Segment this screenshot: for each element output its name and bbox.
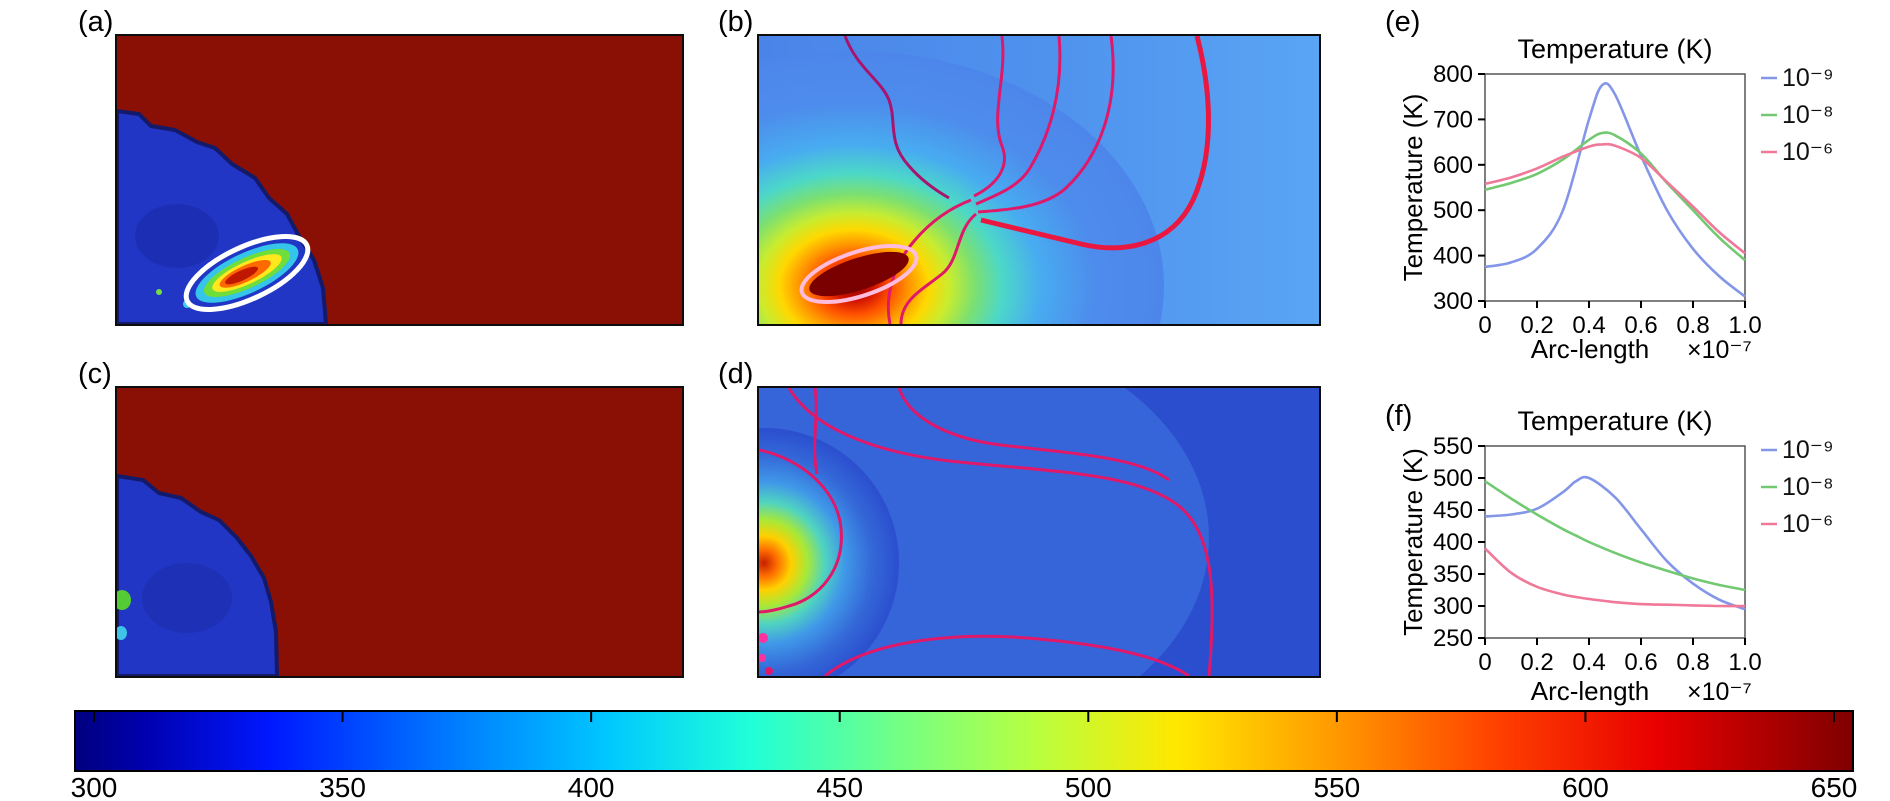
x-tick-label: 0.8 xyxy=(1676,312,1709,339)
hot-spot-core xyxy=(809,251,909,297)
legend-entry-label: 10⁻⁸ xyxy=(1782,473,1834,501)
hot-spot-core xyxy=(225,266,259,285)
colorbar-tick-label: 650 xyxy=(1810,772,1858,801)
series-line xyxy=(1484,480,1746,592)
x-tick-label: 0.8 xyxy=(1676,649,1709,676)
panel-f-chart: 0 0.2 0.4 0.6 0.8 1.0250300350400450500550Tem… xyxy=(1400,408,1834,706)
x-tick-label: 0.4 xyxy=(1572,312,1605,339)
chart-title: Temperature (K) xyxy=(1517,408,1712,436)
series-line xyxy=(1484,131,1746,262)
y-tick-label: 500 xyxy=(1433,465,1473,492)
colorbar-tick-label: 400 xyxy=(567,772,615,801)
colorbar-bar xyxy=(74,710,1854,772)
x-tick-label: 1.0 xyxy=(1728,649,1761,676)
y-tick-label: 300 xyxy=(1433,288,1473,315)
series-line xyxy=(1484,547,1746,608)
colorbar-tick-label: 300 xyxy=(70,772,118,801)
x-axis-label: Arc-length xyxy=(1531,334,1650,364)
panel-f-label: (f) xyxy=(1385,400,1413,432)
hot-region xyxy=(759,51,1164,324)
x-tick-label: 0.2 xyxy=(1520,312,1553,339)
legend-entry-label: 10⁻⁶ xyxy=(1782,510,1833,538)
hot-spot-contour xyxy=(799,244,919,304)
panel-b-heatmap xyxy=(757,34,1321,326)
y-tick-label: 400 xyxy=(1433,529,1473,556)
y-tick-label: 800 xyxy=(1433,61,1473,88)
colorbar-labels: 300 350 400 450 500 550 600 650 xyxy=(70,772,1858,801)
legend-entry-label: 10⁻⁹ xyxy=(1782,436,1834,464)
panel-e-label: (e) xyxy=(1385,6,1421,38)
panel-c-label: (c) xyxy=(78,358,112,390)
series-line xyxy=(1484,142,1746,255)
x-tick-label: 0 xyxy=(1478,312,1491,339)
panel-d-heatmap xyxy=(757,386,1321,678)
panel-c-heatmap xyxy=(115,386,684,678)
x-tick-label: 0.2 xyxy=(1520,649,1553,676)
panel-b-label: (b) xyxy=(718,6,754,38)
colorbar-gradient xyxy=(74,710,1854,772)
y-axis-label: Temperature (K) xyxy=(1400,448,1428,636)
y-tick-label: 700 xyxy=(1433,106,1473,133)
legend-entry-label: 10⁻⁶ xyxy=(1782,138,1833,166)
panel-a-label: (a) xyxy=(78,6,114,38)
y-tick-label: 550 xyxy=(1433,433,1473,460)
y-tick-label: 450 xyxy=(1433,497,1473,524)
x-tick-label: 0.6 xyxy=(1624,649,1657,676)
colorbar-tick-label: 500 xyxy=(1064,772,1112,801)
hot-spot-contour xyxy=(183,233,311,313)
warm-spot xyxy=(117,590,131,610)
y-tick-label: 300 xyxy=(1433,593,1473,620)
panel-e-chart: 0 0.2 0.4 0.6 0.8 1.0300400500600700800Temper… xyxy=(1400,34,1834,364)
x-scale-note: ×10⁻⁷ xyxy=(1687,336,1752,364)
colorbar-tick-label: 550 xyxy=(1313,772,1361,801)
series-line xyxy=(1484,81,1746,298)
isoline-contours xyxy=(843,36,1211,324)
hot-spot xyxy=(183,233,311,313)
isoline-contours xyxy=(759,388,1214,676)
panel-a-heatmap xyxy=(115,34,684,326)
x-axis-label: Arc-length xyxy=(1531,676,1650,706)
x-scale-note: ×10⁻⁷ xyxy=(1687,678,1752,706)
x-tick-label: 0 xyxy=(1478,649,1491,676)
y-tick-label: 350 xyxy=(1433,561,1473,588)
colorbar-tick-label: 450 xyxy=(816,772,864,801)
colorbar xyxy=(74,710,1854,777)
legend-entry-label: 10⁻⁹ xyxy=(1782,64,1834,92)
panel-d-label: (d) xyxy=(718,358,754,390)
colorbar-tick-label: 350 xyxy=(319,772,366,801)
x-tick-label: 0.6 xyxy=(1624,312,1657,339)
colorbar-tick-label: 600 xyxy=(1562,772,1609,801)
hot-region xyxy=(759,428,899,676)
y-tick-label: 600 xyxy=(1433,152,1473,179)
legend-entry-label: 10⁻⁸ xyxy=(1782,101,1834,129)
plot-frame xyxy=(1484,73,1746,302)
y-axis-label: Temperature (K) xyxy=(1400,94,1428,282)
y-tick-label: 250 xyxy=(1433,625,1473,652)
y-tick-label: 400 xyxy=(1433,243,1473,270)
plot-frame xyxy=(1484,445,1746,639)
x-tick-label: 1.0 xyxy=(1728,312,1761,339)
x-tick-label: 0.4 xyxy=(1572,649,1605,676)
hot-spot xyxy=(799,244,919,304)
series-line xyxy=(1484,475,1746,611)
y-tick-label: 500 xyxy=(1433,197,1473,224)
chart-title: Temperature (K) xyxy=(1517,34,1712,64)
